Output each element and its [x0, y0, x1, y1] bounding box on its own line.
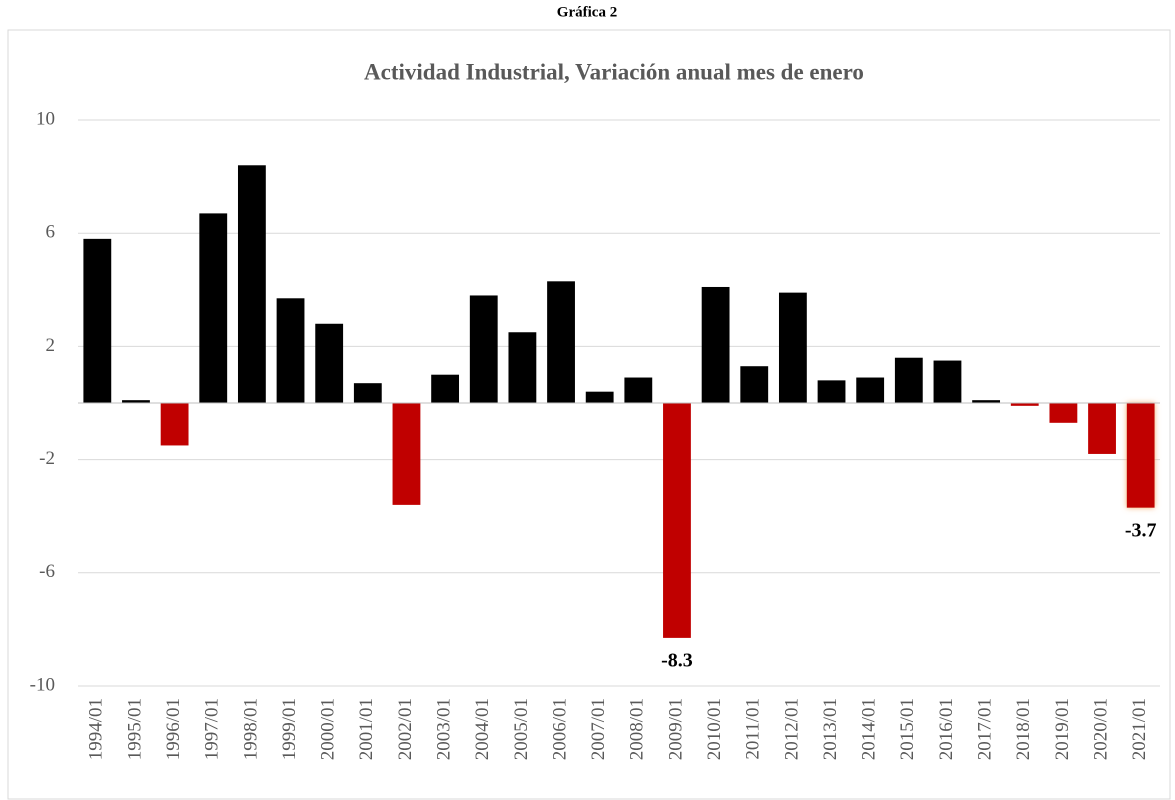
bar — [276, 298, 305, 403]
x-tick-label: 2008/01 — [627, 698, 648, 760]
x-tick-label: 2005/01 — [511, 698, 532, 760]
y-tick-label: -2 — [39, 448, 55, 469]
bar — [624, 377, 653, 403]
bar — [585, 391, 614, 403]
x-tick-label: 2017/01 — [974, 698, 995, 760]
x-tick-label: 2004/01 — [472, 698, 493, 760]
x-tick-label: 2013/01 — [820, 698, 841, 760]
bar — [353, 383, 382, 403]
x-tick-label: 2001/01 — [356, 698, 377, 760]
bar — [817, 380, 846, 403]
bar — [1010, 403, 1039, 406]
x-tick-label: 2015/01 — [897, 698, 918, 760]
x-tick-label: 2019/01 — [1052, 698, 1073, 760]
bar — [856, 377, 885, 403]
bar — [160, 403, 189, 446]
bar — [663, 403, 691, 638]
x-tick-label: 1996/01 — [163, 698, 184, 760]
bar — [199, 213, 228, 403]
y-tick-label: 6 — [46, 222, 56, 243]
y-tick-label: -10 — [30, 674, 55, 695]
x-tick-label: 1998/01 — [240, 698, 261, 760]
x-tick-label: 2018/01 — [1013, 698, 1034, 760]
bar — [392, 403, 421, 505]
x-tick-label: 2014/01 — [859, 698, 880, 760]
x-tick-label: 2000/01 — [318, 698, 339, 760]
bar — [701, 286, 730, 403]
bar — [469, 295, 498, 403]
bar — [83, 238, 112, 403]
x-tick-label: 1997/01 — [202, 698, 223, 760]
bar — [972, 400, 1001, 403]
x-tick-label: 2009/01 — [665, 698, 686, 760]
bar — [933, 360, 962, 403]
bar — [547, 281, 575, 403]
x-tick-label: 1995/01 — [124, 698, 145, 760]
bar — [431, 374, 460, 403]
x-tick-label: 2002/01 — [395, 698, 416, 760]
x-tick-label: 2020/01 — [1090, 698, 1111, 760]
bar — [1126, 403, 1155, 508]
bar — [122, 400, 150, 403]
x-tick-label: 2007/01 — [588, 698, 609, 760]
bar — [894, 357, 923, 403]
bar — [315, 323, 344, 403]
data-label: -8.3 — [661, 649, 693, 671]
header: Gráfica 2 — [557, 4, 617, 20]
x-tick-label: 2016/01 — [936, 698, 957, 760]
bar — [1088, 403, 1116, 454]
chart-frame — [7, 29, 1171, 800]
bar — [740, 366, 769, 403]
y-tick-label: 10 — [36, 108, 55, 129]
x-tick-label: 1999/01 — [279, 698, 300, 760]
bar — [508, 332, 537, 403]
x-tick-label: 2012/01 — [781, 698, 802, 760]
x-tick-label: 2011/01 — [743, 698, 764, 760]
x-tick-label: 2021/01 — [1129, 698, 1150, 760]
bar — [237, 165, 266, 403]
y-tick-label: -6 — [39, 561, 55, 582]
y-tick-label: 2 — [46, 335, 56, 356]
bar — [1049, 403, 1078, 423]
bar — [778, 292, 807, 403]
x-tick-label: 2003/01 — [433, 698, 454, 760]
x-tick-label: 1994/01 — [86, 698, 107, 760]
data-label: -3.7 — [1125, 519, 1157, 541]
chart-title: Actividad Industrial, Variación anual me… — [364, 59, 864, 84]
x-tick-label: 2006/01 — [549, 698, 570, 760]
x-tick-label: 2010/01 — [704, 698, 725, 760]
